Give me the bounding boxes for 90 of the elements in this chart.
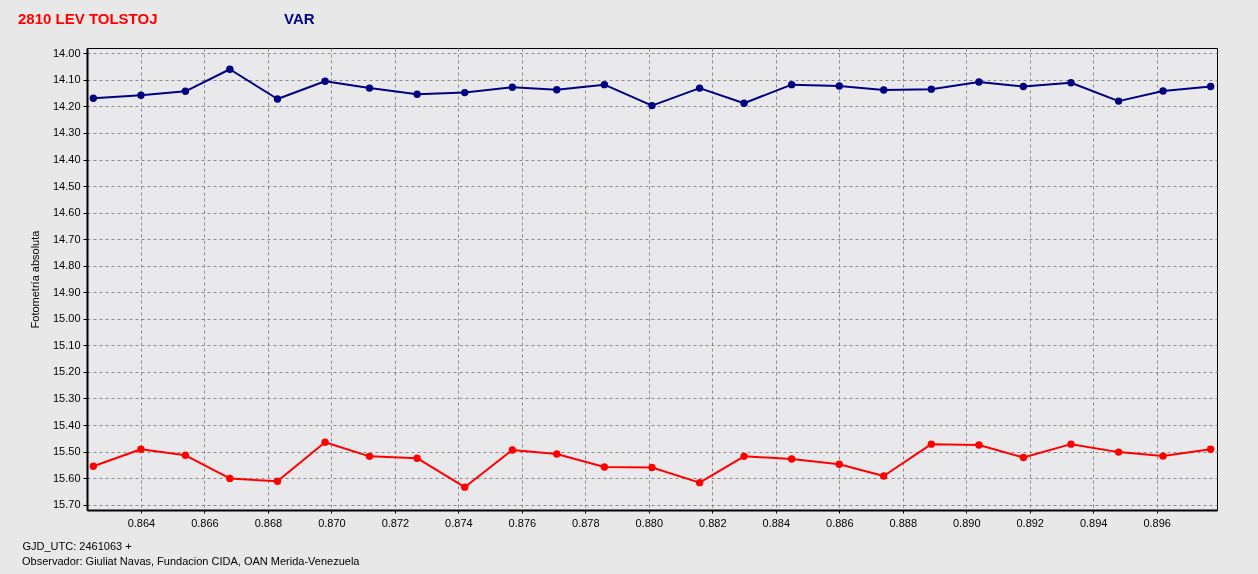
point <box>273 477 282 486</box>
y-tick-label: 15.70 <box>52 498 81 511</box>
y-tick-label: 15.00 <box>52 312 81 325</box>
point <box>787 455 796 463</box>
point <box>975 78 983 86</box>
point <box>835 460 843 469</box>
y-tick-label: 14.60 <box>52 206 81 219</box>
point <box>1206 82 1215 91</box>
point <box>648 101 656 110</box>
point <box>695 84 704 92</box>
x-tick-label: 0.882 <box>699 516 727 529</box>
y-tick-label: 14.20 <box>52 99 81 112</box>
point <box>461 88 469 97</box>
point <box>321 77 329 85</box>
x-tick-label: 0.886 <box>826 516 854 529</box>
x-tick-label: 0.868 <box>254 516 283 529</box>
point <box>508 83 517 91</box>
point <box>89 94 98 102</box>
point <box>181 87 190 95</box>
point <box>1019 82 1028 91</box>
y-tick-label: 14.40 <box>52 153 81 166</box>
point <box>1019 453 1028 462</box>
point <box>740 99 748 107</box>
x-axis-title: GJD_UTC: 2461063 + <box>22 539 132 552</box>
y-tick-label: 15.20 <box>52 365 81 378</box>
point <box>927 440 936 448</box>
x-tick-label: 0.876 <box>508 516 537 529</box>
x-tick-label: 0.864 <box>127 516 156 529</box>
point <box>508 446 517 454</box>
y-tick-label: 14.00 <box>52 46 81 59</box>
point <box>89 462 98 470</box>
point <box>835 82 843 90</box>
y-tick-label: 15.50 <box>52 445 81 458</box>
point <box>1067 440 1075 448</box>
text: 2810 LEV TOLSTOJ <box>18 10 158 27</box>
y-tick-label: 14.10 <box>52 73 81 86</box>
text: Observador: Giuliat Navas, Fundacion CIDA, OAN Merida-Venezuela <box>22 555 361 567</box>
point <box>1067 79 1075 87</box>
point <box>273 95 282 103</box>
point <box>927 85 936 93</box>
x-tick-label: 0.890 <box>952 516 981 529</box>
point <box>1114 448 1123 456</box>
y-tick-label: 14.30 <box>52 126 81 139</box>
x-tick-label: 0.870 <box>318 516 346 529</box>
point <box>880 86 888 94</box>
point <box>365 452 374 461</box>
y-tick-label: 15.60 <box>52 471 81 484</box>
point <box>365 84 374 92</box>
point <box>321 438 329 446</box>
point <box>648 463 656 472</box>
y-axis-title: Fotometría absoluta <box>28 229 41 329</box>
text: VAR <box>284 10 315 27</box>
point <box>553 85 561 94</box>
point <box>226 65 234 73</box>
x-tick-label: 0.880 <box>635 516 664 529</box>
point <box>1159 452 1167 460</box>
y-tick-label: 15.40 <box>52 418 81 431</box>
x-tick-label: 0.874 <box>445 516 473 529</box>
point <box>137 445 145 453</box>
y-tick-label: 14.50 <box>52 179 81 192</box>
point <box>226 474 234 483</box>
point <box>1114 97 1123 105</box>
x-tick-label: 0.884 <box>762 516 791 529</box>
point <box>1159 87 1167 95</box>
x-tick-label: 0.892 <box>1016 516 1044 529</box>
y-tick-label: 15.10 <box>52 338 81 351</box>
x-tick-label: 0.888 <box>889 516 918 529</box>
x-tick-label: 0.896 <box>1143 516 1171 529</box>
point <box>553 450 561 458</box>
x-tick-label: 0.878 <box>572 516 600 529</box>
point <box>461 483 469 491</box>
point <box>137 91 145 99</box>
point <box>413 454 421 462</box>
point <box>600 463 609 471</box>
y-tick-label: 14.70 <box>52 232 81 245</box>
x-tick-label: 0.872 <box>381 516 410 529</box>
x-tick-label: 0.894 <box>1079 516 1108 529</box>
x-tick-label: 0.866 <box>191 516 219 529</box>
point <box>880 472 888 480</box>
point <box>695 478 704 487</box>
point <box>181 451 190 459</box>
y-tick-label: 14.90 <box>52 285 81 298</box>
point <box>787 80 796 89</box>
point <box>740 452 748 461</box>
point <box>975 441 983 449</box>
point <box>413 90 421 98</box>
y-tick-label: 15.30 <box>52 391 81 404</box>
point <box>1206 445 1215 453</box>
y-tick-label: 14.80 <box>52 259 81 272</box>
point <box>600 80 609 89</box>
